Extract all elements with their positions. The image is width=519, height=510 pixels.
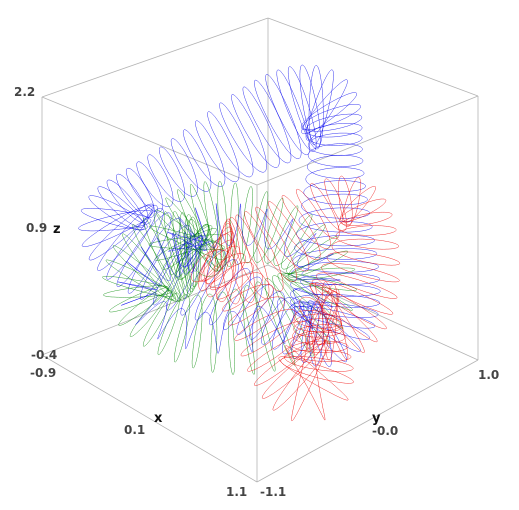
x-axis-label: x bbox=[154, 411, 163, 426]
y-tick-label: -1.1 bbox=[260, 485, 286, 499]
z-tick-label: -0.4 bbox=[31, 348, 57, 362]
box-edge bbox=[256, 359, 479, 483]
z-tick-label: 0.9 bbox=[26, 221, 47, 235]
box-edge bbox=[41, 17, 269, 98]
box-edge bbox=[41, 354, 258, 483]
box-edge bbox=[256, 95, 479, 186]
z-axis-label: z bbox=[53, 222, 61, 237]
curve-group bbox=[78, 64, 401, 422]
z-tick-label: 2.2 bbox=[14, 85, 35, 99]
series-line-blue bbox=[118, 203, 341, 354]
x-tick-label: 1.1 bbox=[226, 485, 247, 499]
series-line-red bbox=[190, 175, 401, 422]
y-tick-label: 1.0 bbox=[478, 368, 499, 382]
series-line-blue bbox=[78, 64, 381, 367]
bounding-box bbox=[41, 17, 479, 483]
box-edge bbox=[41, 96, 258, 186]
box-edge bbox=[267, 264, 479, 361]
box-edge bbox=[267, 17, 479, 97]
y-tick-label: -0.0 bbox=[372, 424, 398, 438]
x-tick-label: -0.9 bbox=[30, 366, 56, 380]
series-line-green bbox=[102, 180, 357, 375]
y-axis-label: y bbox=[372, 411, 381, 426]
x-tick-label: 0.1 bbox=[124, 423, 145, 437]
